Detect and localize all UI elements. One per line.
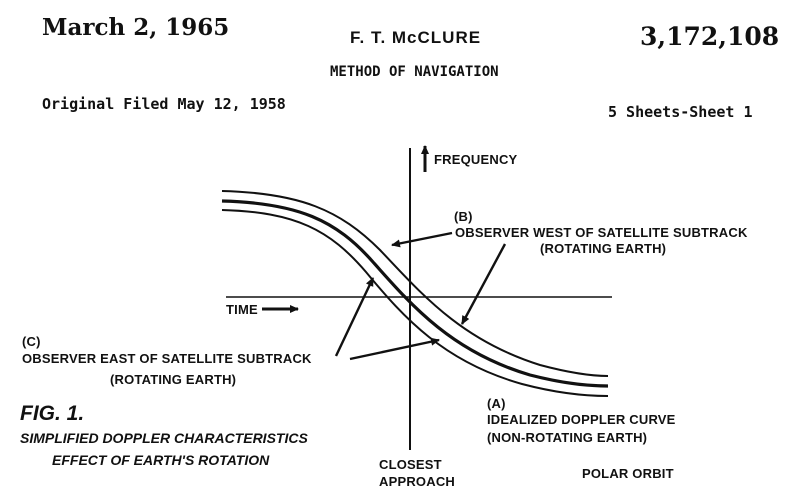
closest-approach-line1: CLOSEST <box>379 457 442 472</box>
frequency-label: FREQUENCY <box>434 152 518 167</box>
leader-a <box>460 243 507 325</box>
label-b-letter: (B) <box>454 209 473 224</box>
patent-number: 3,172,108 <box>640 22 780 51</box>
figure-caption-line2: EFFECT OF EARTH'S ROTATION <box>52 452 270 468</box>
closest-approach-line2: APPROACH <box>379 474 455 489</box>
label-c-letter: (C) <box>22 334 41 349</box>
label-c-sub: (ROTATING EARTH) <box>110 372 237 387</box>
curve-b-west <box>221 190 609 377</box>
patent-title: METHOD OF NAVIGATION <box>330 64 499 80</box>
curve-a-idealized <box>221 199 609 388</box>
label-a-text: IDEALIZED DOPPLER CURVE <box>487 412 676 427</box>
label-a-sub: (NON-ROTATING EARTH) <box>487 430 648 445</box>
sheet-count: 5 Sheets-Sheet 1 <box>608 103 753 121</box>
label-b-text: OBSERVER WEST OF SATELLITE SUBTRACK <box>455 225 748 240</box>
patent-date: March 2, 1965 <box>42 14 230 41</box>
label-a-letter: (A) <box>487 396 506 411</box>
label-c-text: OBSERVER EAST OF SATELLITE SUBTRACK <box>22 351 312 366</box>
inventor-name: F. T. McCLURE <box>350 28 482 47</box>
label-b-sub: (ROTATING EARTH) <box>540 241 667 256</box>
figure-number: FIG. 1. <box>20 402 85 425</box>
time-label: TIME <box>226 302 258 317</box>
polar-orbit-label: POLAR ORBIT <box>582 466 674 481</box>
curve-c-east <box>221 209 609 397</box>
filing-date: Original Filed May 12, 1958 <box>42 95 286 113</box>
figure-caption-line1: SIMPLIFIED DOPPLER CHARACTERISTICS <box>20 430 308 446</box>
leader-b <box>391 231 453 248</box>
leader-c-1 <box>334 277 375 357</box>
leader-c-2 <box>349 337 440 361</box>
